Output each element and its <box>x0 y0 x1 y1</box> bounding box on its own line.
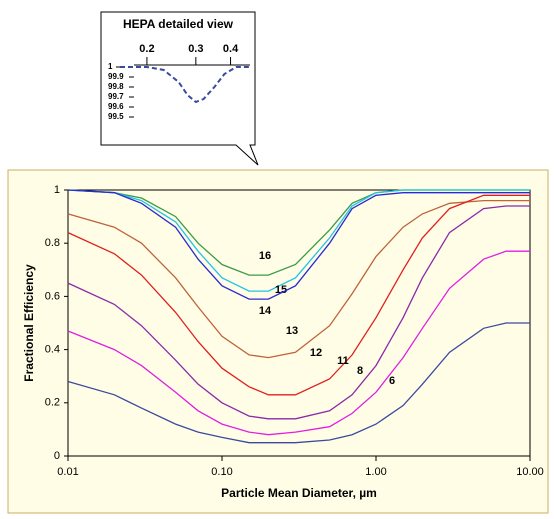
series-line <box>67 250 530 436</box>
y-tick-label: 99.7 <box>108 92 124 101</box>
x-tick-label: 0.2 <box>139 43 154 55</box>
y-tick-label: 0.4 <box>45 344 60 356</box>
series-label: 16 <box>259 250 271 262</box>
series-label: 13 <box>286 325 298 337</box>
x-tick-label: 0.01 <box>57 466 78 478</box>
x-tick-label: 0.3 <box>188 43 203 55</box>
series-line <box>67 194 530 396</box>
y-tick-label: 99.8 <box>108 82 124 91</box>
series-line <box>67 189 530 300</box>
x-axis-title: Particle Mean Diameter, µm <box>221 486 377 500</box>
series-line <box>67 205 530 420</box>
x-tick-label: 1.00 <box>365 466 386 478</box>
series-label: 15 <box>275 284 287 296</box>
series-label: 11 <box>337 355 349 367</box>
inset-title: HEPA detailed view <box>123 17 234 31</box>
series-label: 14 <box>259 305 272 317</box>
y-tick-label: 1 <box>108 62 113 71</box>
x-tick-label: 0.4 <box>223 43 239 55</box>
y-tick-label: 99.6 <box>108 102 124 111</box>
series-line <box>67 199 530 359</box>
y-tick-label: 99.5 <box>108 112 124 121</box>
y-axis-title: Fractional Efficiency <box>22 264 36 382</box>
y-tick-label: 99.9 <box>108 72 124 81</box>
inset-callout <box>100 11 259 166</box>
y-tick-label: 1 <box>54 184 60 196</box>
series-line <box>67 322 530 444</box>
series-label: 12 <box>310 347 322 359</box>
y-tick-label: 0.2 <box>45 397 60 409</box>
y-tick-label: 0.6 <box>45 290 60 302</box>
x-tick-label: 0.10 <box>211 466 232 478</box>
y-tick-label: 0.8 <box>45 237 60 249</box>
chart-panel <box>7 169 549 514</box>
y-tick-label: 0 <box>54 450 60 462</box>
series-label: 6 <box>389 375 395 387</box>
series-line <box>67 189 530 292</box>
series-label: 8 <box>357 365 363 377</box>
x-tick-label: 10.00 <box>516 466 544 478</box>
series-line <box>120 66 250 104</box>
